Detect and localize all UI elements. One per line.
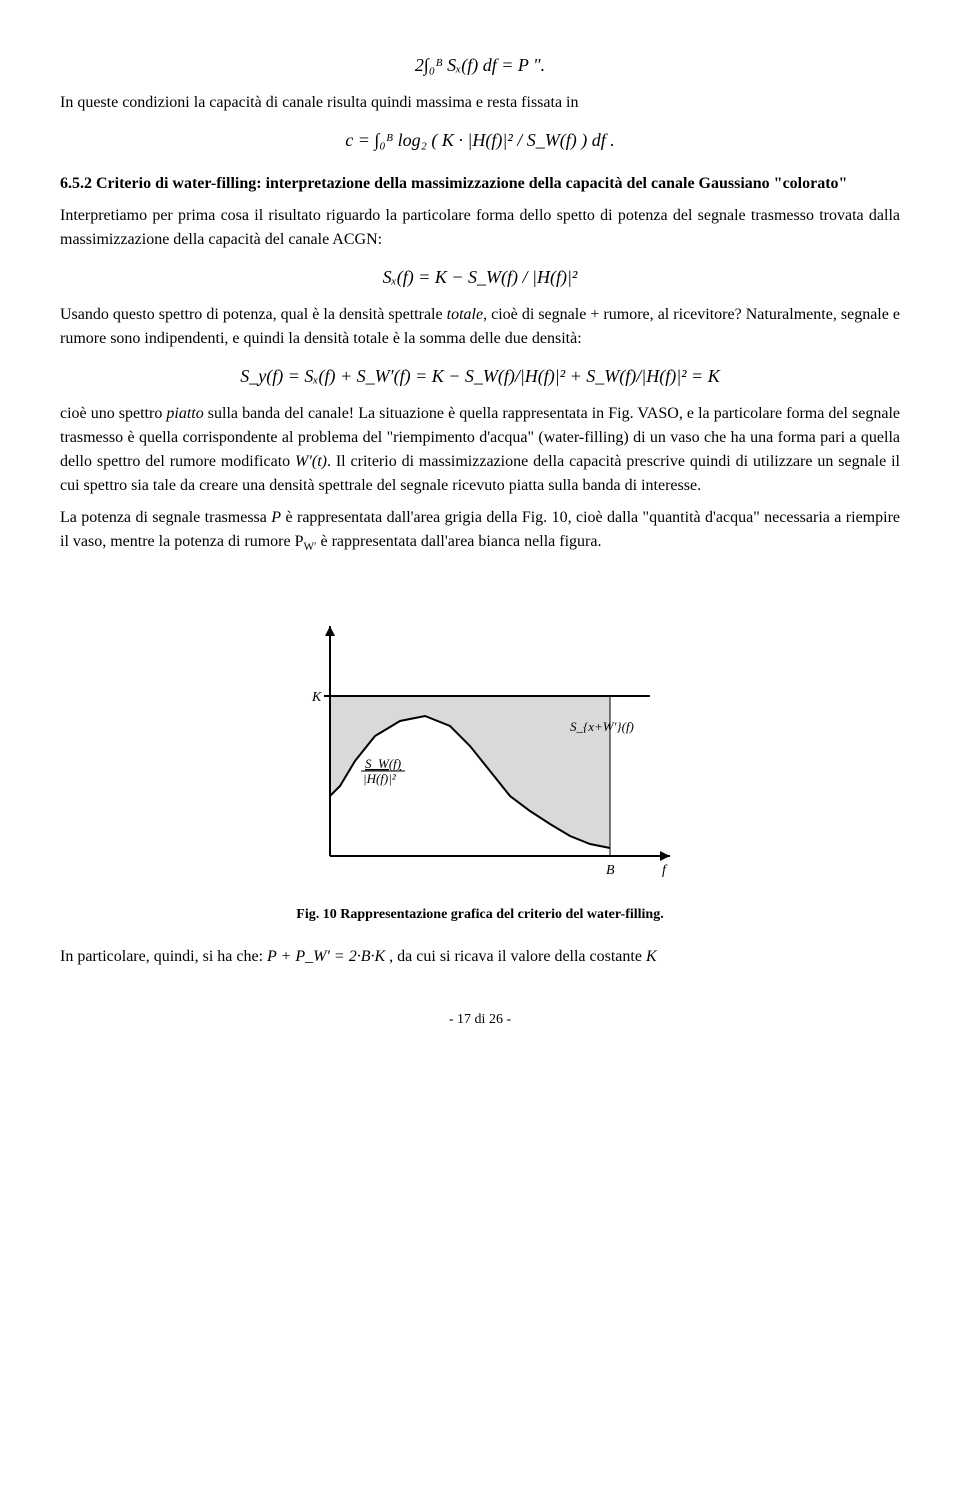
para3-a: Usando questo spettro di potenza, qual è… (60, 306, 447, 323)
para5-a: La potenza di segnale trasmessa (60, 509, 271, 526)
para6-d: K (646, 948, 657, 965)
para5-d: W′ (303, 541, 316, 553)
para6-a: In particolare, quindi, si ha che: (60, 948, 267, 965)
para4-a: cioè uno spettro (60, 405, 166, 422)
para5-e: è rappresentata dall'area bianca nella f… (317, 533, 602, 550)
paragraph-4: cioè uno spettro piatto sulla banda del … (60, 402, 900, 498)
svg-text:B: B (606, 863, 615, 878)
paragraph-2: Interpretiamo per prima cosa il risultat… (60, 204, 900, 252)
waterfilling-diagram: K Bf S_W(f)|H(f)|² S_{x+W′}(f) (270, 586, 690, 886)
para3-b: totale (447, 306, 483, 323)
paragraph-3: Usando questo spettro di potenza, qual è… (60, 303, 900, 351)
equation-2: c = ∫₀ᴮ log₂ ( K · |H(f)|² / S_W(f) ) df… (60, 127, 900, 154)
equation-4: S_y(f) = Sₓ(f) + S_W′(f) = K − S_W(f)/|H… (60, 363, 900, 390)
page-footer: - 17 di 26 - (60, 1009, 900, 1030)
svg-text:S_{x+W′}(f): S_{x+W′}(f) (570, 719, 634, 734)
section-heading: 6.5.2 Criterio di water-filling: interpr… (60, 172, 900, 196)
svg-text:K: K (311, 690, 322, 705)
svg-text:|H(f)|²: |H(f)|² (363, 771, 397, 786)
figure-waterfilling: K Bf S_W(f)|H(f)|² S_{x+W′}(f) (60, 586, 900, 894)
paragraph-intro: In queste condizioni la capacità di cana… (60, 91, 900, 115)
figure-caption: Fig. 10 Rappresentazione grafica del cri… (60, 904, 900, 925)
svg-text:S_W(f): S_W(f) (365, 756, 401, 771)
para5-b: P (271, 509, 281, 526)
para4-b: piatto (166, 405, 203, 422)
svg-text:f: f (662, 863, 668, 878)
equation-3: Sₓ(f) = K − S_W(f) / |H(f)|² (60, 264, 900, 291)
paragraph-6: In particolare, quindi, si ha che: P + P… (60, 945, 900, 969)
equation-1: 2∫₀ᴮ Sₓ(f) df = P ". (60, 52, 900, 79)
para6-c: , da cui si ricava il valore della costa… (385, 948, 646, 965)
para4-d: W′(t) (295, 453, 327, 470)
paragraph-5: La potenza di segnale trasmessa P è rapp… (60, 506, 900, 556)
para6-b: P + P_W′ = 2·B·K (267, 948, 385, 965)
